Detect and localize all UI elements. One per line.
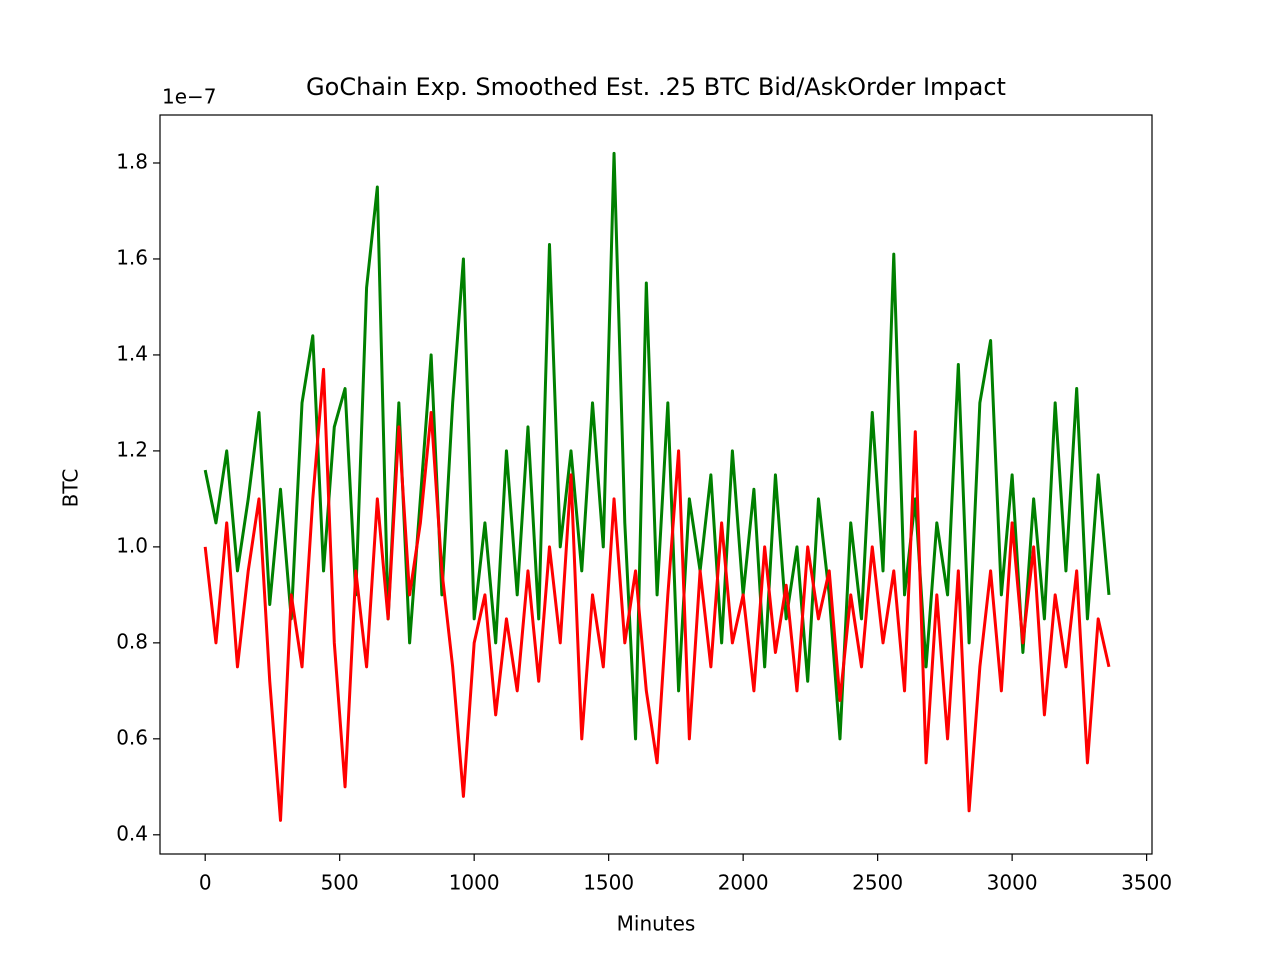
x-tick-label: 1500 <box>583 871 634 895</box>
line-series <box>203 367 1111 822</box>
y-tick-label: 1.6 <box>116 245 148 269</box>
x-tick-label: 2500 <box>852 871 903 895</box>
x-tick-label: 1000 <box>449 871 500 895</box>
plot-frame <box>159 114 1153 855</box>
y-tick-label: 1.2 <box>116 437 148 461</box>
x-tick-label: 0 <box>199 871 212 895</box>
chart-title: GoChain Exp. Smoothed Est. .25 BTC Bid/A… <box>306 73 1006 101</box>
y-tick-label: 0.8 <box>116 629 148 653</box>
y-axis-label: BTC <box>59 469 83 508</box>
y-tick-label: 1.4 <box>116 341 148 365</box>
x-axis-label: Minutes <box>617 912 696 936</box>
x-tick-label: 2000 <box>718 871 769 895</box>
x-tick-label: 500 <box>321 871 359 895</box>
y-tick-label: 1.0 <box>116 533 148 557</box>
y-tick-label: 0.6 <box>116 725 148 749</box>
line-series <box>203 151 1111 741</box>
offset-text: 1e−7 <box>162 85 217 109</box>
x-tick-label: 3500 <box>1121 871 1172 895</box>
y-tick-label: 1.8 <box>116 149 148 173</box>
x-tick-label: 3000 <box>987 871 1038 895</box>
y-tick-label: 0.4 <box>116 821 148 845</box>
